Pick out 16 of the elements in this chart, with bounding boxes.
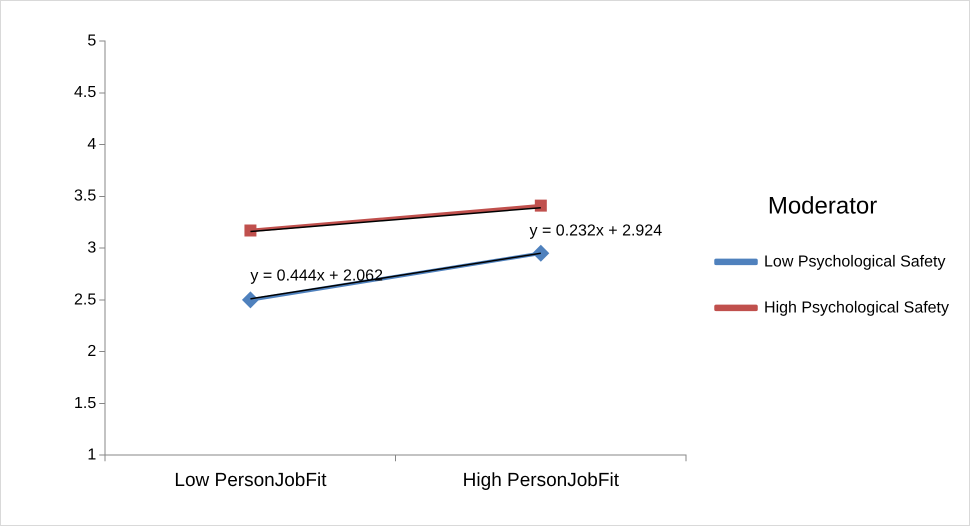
annotation: y = 0.232x + 2.924 [530, 222, 662, 240]
legend-label: High Psychological Safety [764, 299, 949, 316]
legend-title: Moderator [768, 192, 878, 220]
y-tick-label: 2 [87, 343, 96, 360]
annotation: y = 0.444x + 2.062 [250, 267, 384, 284]
y-tick-label: 1 [87, 446, 96, 464]
y-tick-label: 4 [87, 136, 96, 153]
y-tick-label: 1.5 [74, 394, 96, 412]
y-tick-label: 3 [87, 240, 96, 257]
y-tick-label: 5 [87, 32, 96, 50]
legend-label: Low Psychological Safety [764, 253, 946, 270]
x-tick-label: High PersonJobFit [462, 470, 620, 491]
y-tick-label: 4.5 [74, 84, 96, 102]
y-tick-label: 2.5 [74, 291, 96, 308]
y-tick-label: 3.5 [74, 188, 96, 205]
x-tick-label: Low PersonJobFit [174, 470, 328, 491]
